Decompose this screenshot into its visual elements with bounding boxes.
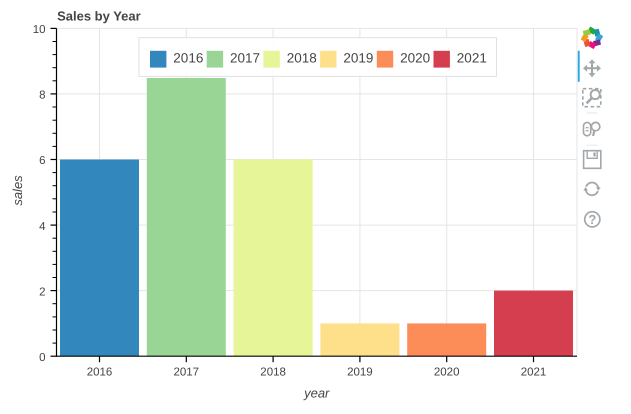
svg-text:2016: 2016	[87, 366, 113, 378]
svg-text:2020: 2020	[434, 366, 460, 378]
svg-text:2017: 2017	[230, 51, 260, 66]
svg-text:2016: 2016	[173, 51, 203, 66]
svg-text:2017: 2017	[174, 366, 200, 378]
svg-text:4: 4	[39, 221, 46, 233]
svg-text:2021: 2021	[521, 366, 547, 378]
svg-text:10: 10	[33, 24, 46, 36]
svg-text:2019: 2019	[343, 51, 373, 66]
svg-text:8: 8	[39, 90, 45, 102]
svg-text:?: ?	[588, 212, 596, 227]
svg-text:year: year	[303, 386, 330, 401]
svg-text:Sales by Year: Sales by Year	[57, 9, 141, 24]
svg-text:2019: 2019	[347, 366, 373, 378]
svg-text:2018: 2018	[260, 366, 286, 378]
svg-text:2018: 2018	[287, 51, 317, 66]
svg-text:6: 6	[39, 155, 45, 167]
svg-text:2020: 2020	[400, 51, 430, 66]
svg-text:sales: sales	[10, 175, 25, 206]
svg-text:0: 0	[39, 352, 45, 364]
svg-text:2: 2	[39, 286, 45, 298]
svg-text:2021: 2021	[457, 51, 487, 66]
